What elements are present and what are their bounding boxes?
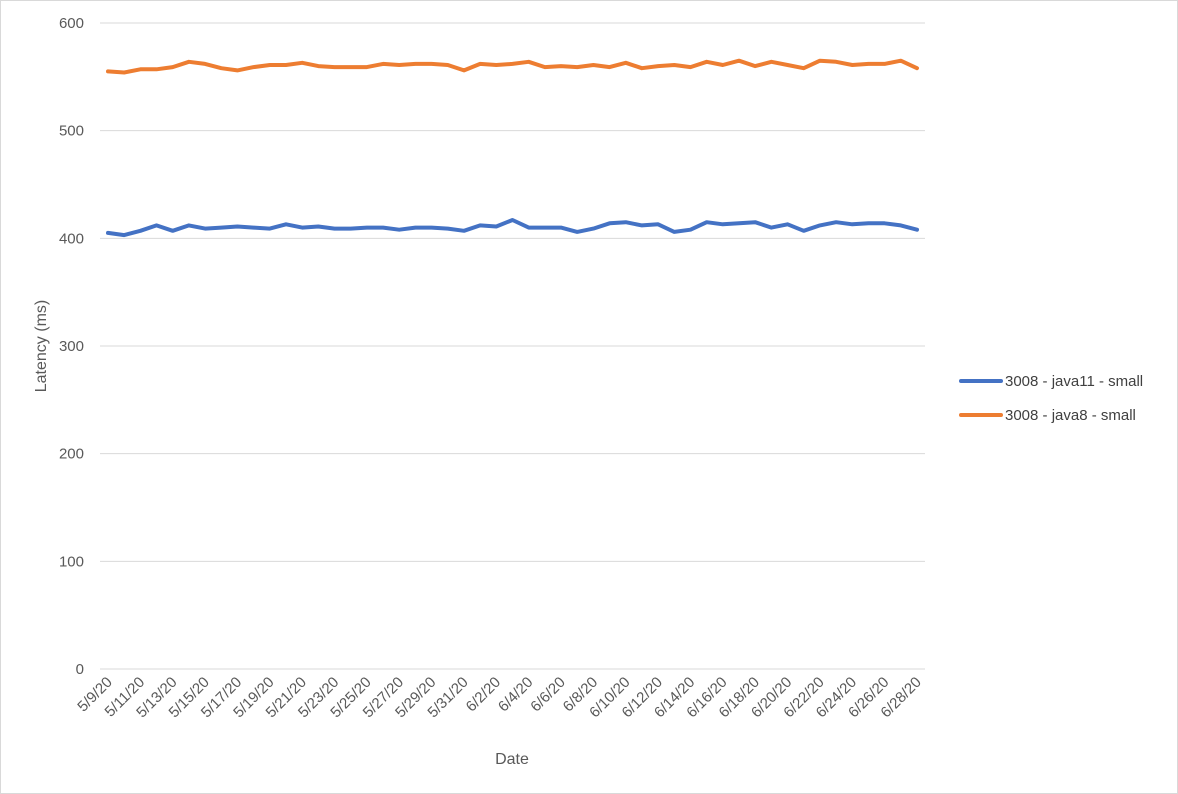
y-tick-label: 500 <box>59 123 84 140</box>
y-tick-label: 400 <box>59 230 84 247</box>
gridlines <box>100 22 925 670</box>
y-tick-label: 0 <box>76 661 84 678</box>
x-tick-label: 6/6/20 <box>527 674 569 716</box>
x-tick-labels: 5/9/205/11/205/13/205/15/205/17/205/19/2… <box>74 674 925 721</box>
y-tick-label: 100 <box>59 553 84 570</box>
legend-label: 3008 - java11 - small <box>1005 373 1143 390</box>
y-tick-label: 600 <box>59 15 84 32</box>
y-tick-label: 300 <box>59 338 84 355</box>
x-tick-label: 6/4/20 <box>495 674 537 716</box>
x-axis-title: Date <box>495 751 529 768</box>
series-lines <box>106 58 919 238</box>
x-tick-label: 6/2/20 <box>463 674 505 716</box>
y-axis-title: Latency (ms) <box>33 300 50 392</box>
series-line-1 <box>106 218 919 238</box>
legend: 3008 - java11 - small 3008 - java8 - smal… <box>959 373 1143 424</box>
legend-label: 3008 - java8 - small <box>1005 407 1136 424</box>
y-tick-label: 200 <box>59 446 84 463</box>
y-tick-labels: 0 100 200 300 400 500 600 <box>59 15 84 678</box>
series-line-2 <box>106 58 919 75</box>
